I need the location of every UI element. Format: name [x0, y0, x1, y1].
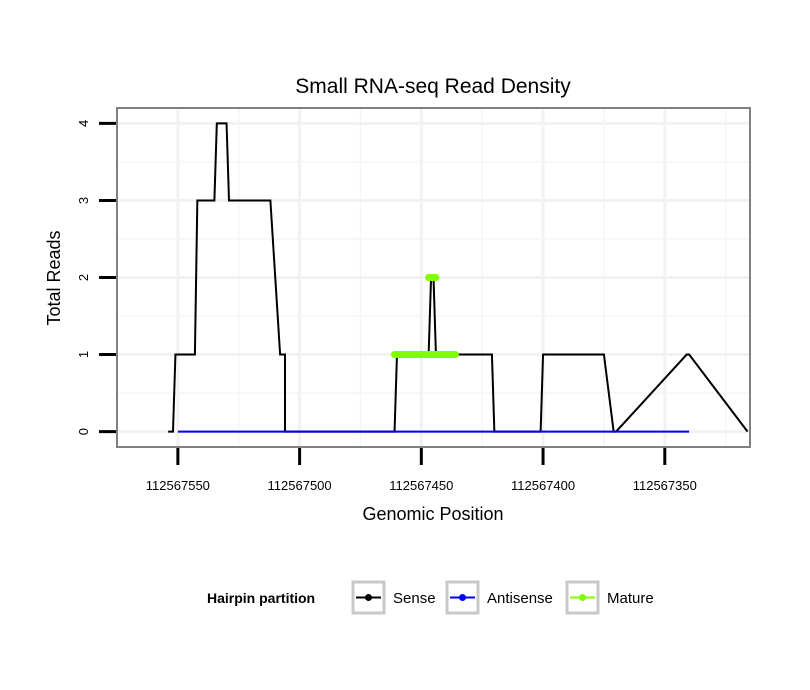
y-axis-title: Total Reads: [44, 230, 64, 325]
plot-border: [116, 107, 751, 448]
legend-label-sense: Sense: [393, 590, 436, 607]
y-tick-label-1: 1: [76, 351, 91, 358]
x-tick-label-2: 112567450: [389, 478, 453, 493]
y-tick-label-0: 0: [76, 428, 91, 435]
x-tick-label-0: 112567550: [146, 478, 210, 493]
legend-point-mature: [579, 594, 586, 601]
legend-point-sense: [365, 594, 372, 601]
y-tick-label-3: 3: [76, 197, 91, 204]
y-tick-label-2: 2: [76, 274, 91, 281]
data-series: [168, 122, 749, 433]
axes: 0 1 2 3 4 112567550 112567500 112567450 11256740…: [76, 120, 697, 493]
legend-item-sense: Sense: [351, 580, 436, 615]
legend-item-mature: Mature: [565, 580, 654, 615]
x-tick-label-1: 112567500: [268, 478, 332, 493]
chart-title: Small RNA-seq Read Density: [295, 75, 571, 98]
legend: Hairpin partition Sense Antisense Mature: [207, 580, 654, 615]
y-tick-label-4: 4: [76, 120, 91, 127]
x-tick-label-3: 112567400: [511, 478, 575, 493]
x-axis-title: Genomic Position: [362, 504, 503, 524]
legend-title: Hairpin partition: [207, 590, 315, 606]
legend-label-mature: Mature: [607, 590, 654, 607]
legend-label-antisense: Antisense: [487, 590, 553, 607]
legend-item-antisense: Antisense: [445, 580, 553, 615]
x-tick-label-4: 112567350: [633, 478, 697, 493]
legend-point-antisense: [459, 594, 466, 601]
